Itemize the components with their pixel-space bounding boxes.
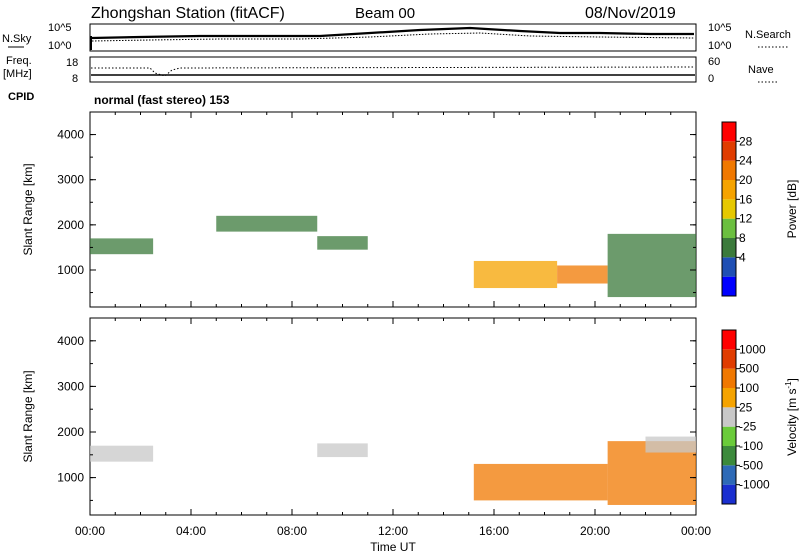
y-tick-label: 1000 <box>57 471 84 485</box>
colorbar-segment <box>722 160 736 180</box>
power-panel: 4000 3000 2000 1000 Slant Range [km] 28 24 20 16… <box>21 111 799 308</box>
y-axis-label: Slant Range [km] <box>21 370 35 462</box>
noise-search-line <box>91 32 695 42</box>
noise-right-tick-top: 10^5 <box>708 22 732 34</box>
colorbar-tick-label: 4 <box>739 250 746 264</box>
cpid-text: normal (fast stereo) 153 <box>94 93 230 107</box>
colorbar-tick-label: -1000 <box>739 478 770 492</box>
velocity-panel: 4000 3000 2000 1000 00:00 04:00 08:00 12:00 16:0… <box>21 317 799 538</box>
freq-label-line2: [MHz] <box>3 68 32 80</box>
colorbar-segment <box>722 257 736 277</box>
noise-left-tick-bottom: 10^0 <box>48 40 72 52</box>
x-tick-label: 04:00 <box>176 524 206 538</box>
colorbar-tick-label: 1000 <box>739 342 766 356</box>
colorbar-segment <box>722 276 736 296</box>
freq-label-line1: Freq. <box>6 55 32 67</box>
colorbar-tick-label: 12 <box>739 212 753 226</box>
beam-label: Beam 00 <box>355 5 415 22</box>
freq-panel-frame <box>89 56 697 83</box>
data-region <box>645 436 696 453</box>
colorbar-segment <box>722 368 736 388</box>
y-tick-label: 4000 <box>57 334 84 348</box>
freq-left-tick-top: 18 <box>66 57 78 69</box>
data-region <box>557 265 608 284</box>
cpid-label: CPID <box>8 91 34 103</box>
y-tick-label: 4000 <box>57 128 84 142</box>
colorbar-tick-label: 25 <box>739 400 753 414</box>
noise-right-tick-bottom: 10^0 <box>708 40 732 52</box>
noise-search-label: N.Search <box>745 29 791 41</box>
data-region <box>90 445 154 462</box>
y-axis-label: Slant Range [km] <box>21 163 35 255</box>
data-layer <box>90 215 696 298</box>
colorbar-segment <box>722 484 736 504</box>
colorbar-segment <box>722 407 736 427</box>
colorbar-segment <box>722 218 736 238</box>
y-tick-label: 3000 <box>57 379 84 393</box>
colorbar-tick-label: -25 <box>739 420 757 434</box>
noise-left-tick-top: 10^5 <box>48 22 72 34</box>
colorbar-tick-label: -500 <box>739 458 763 472</box>
colorbar-tick-label: 16 <box>739 192 753 206</box>
x-axis-label: Time UT <box>370 540 416 554</box>
x-tick-label: 00:00 <box>681 524 711 538</box>
freq-right-tick-bottom: 0 <box>708 73 714 85</box>
data-region <box>216 215 318 232</box>
colorbar-segment <box>722 349 736 369</box>
noise-sky-line <box>91 26 694 40</box>
nave-label: Nave <box>748 64 774 76</box>
colorbar-segment <box>722 180 736 200</box>
colorbar-segment <box>722 141 736 161</box>
colorbar-segment <box>722 199 736 219</box>
colorbar-tick-label: -100 <box>739 439 763 453</box>
colorbar-segment <box>722 446 736 466</box>
colorbar-segment <box>722 122 736 142</box>
x-tick-label: 16:00 <box>479 524 509 538</box>
y-tick-label: 2000 <box>57 425 84 439</box>
colorbar-tick-label: 24 <box>739 154 753 168</box>
data-region <box>317 443 368 458</box>
y-tick-label: 1000 <box>57 263 84 277</box>
colorbar-frame <box>721 121 737 297</box>
colorbar-tick-label: 28 <box>739 134 753 148</box>
colorbar-tick-label: 100 <box>739 381 759 395</box>
colorbar-label: Velocity [m s-1] <box>784 378 799 456</box>
colorbar-tick-label: 20 <box>739 173 753 187</box>
colorbar-tick-label: 8 <box>739 231 746 245</box>
x-tick-label: 12:00 <box>378 524 408 538</box>
data-layer <box>90 436 696 505</box>
x-tick-label: 08:00 <box>277 524 307 538</box>
colorbar-segment <box>722 238 736 258</box>
data-region <box>473 260 558 289</box>
colorbar-segment <box>722 426 736 446</box>
date-label: 08/Nov/2019 <box>585 5 676 22</box>
colorbar-segment <box>722 388 736 408</box>
x-tick-label: 20:00 <box>580 524 610 538</box>
data-region <box>90 238 154 255</box>
data-region <box>317 236 368 250</box>
y-tick-label: 3000 <box>57 173 84 187</box>
colorbar-segment <box>722 330 736 350</box>
noise-sky-label: N.Sky <box>2 33 32 45</box>
colorbar-segment <box>722 465 736 485</box>
freq-left-tick-bottom: 8 <box>72 73 78 85</box>
colorbar-frame <box>721 329 737 505</box>
colorbar-tick-label: 500 <box>739 362 759 376</box>
colorbar-label: Power [dB] <box>785 180 799 239</box>
freq-right-tick-top: 60 <box>708 56 720 68</box>
data-region <box>473 463 608 501</box>
x-tick-label: 00:00 <box>75 524 105 538</box>
data-region <box>607 233 696 298</box>
y-tick-label: 2000 <box>57 218 84 232</box>
station-title: Zhongshan Station (fitACF) <box>91 5 285 22</box>
